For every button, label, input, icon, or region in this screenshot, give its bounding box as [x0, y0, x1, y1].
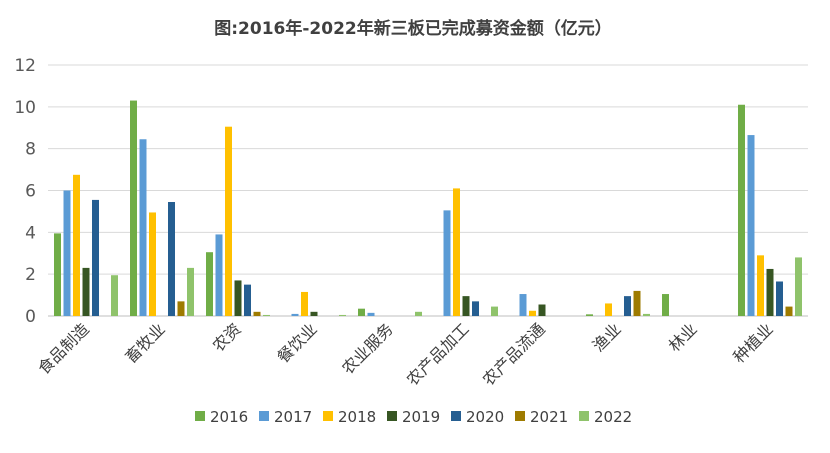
bar-2022-5: [491, 306, 498, 316]
bar-2016-7: [586, 314, 593, 316]
bar-2021-7: [633, 290, 641, 316]
bar-2019-9: [766, 268, 774, 316]
legend-swatch-2016: [195, 411, 205, 421]
bar-2017-4: [367, 312, 375, 316]
bar-2016-4: [358, 308, 365, 316]
y-tick-label: 0: [25, 307, 36, 327]
bar-2018-0: [73, 174, 80, 316]
bar-2016-9: [738, 104, 745, 317]
x-tick-label: 种植业: [729, 319, 776, 366]
x-tick-label: 畜牧业: [121, 319, 168, 366]
bar-2019-3: [310, 311, 318, 316]
bar-2020-2: [244, 284, 251, 317]
y-tick-label: 12: [14, 56, 36, 76]
bar-2018-2: [225, 126, 232, 316]
y-tick-label: 4: [25, 223, 36, 243]
legend-swatch-2022: [579, 411, 589, 421]
bar-2020-7: [624, 296, 631, 316]
bar-2020-1: [168, 202, 175, 316]
bar-2020-0: [92, 199, 99, 316]
bar-2022-9: [795, 257, 802, 316]
legend-label-2019: 2019: [402, 408, 440, 426]
bar-2019-5: [462, 296, 470, 316]
legend-swatch-2019: [387, 411, 397, 421]
y-tick-label: 2: [25, 265, 36, 285]
x-tick-label: 餐饮业: [273, 319, 320, 366]
legend-swatch-2021: [515, 411, 525, 421]
bar-2022-2: [263, 314, 270, 316]
bar-2017-3: [291, 313, 299, 316]
bar-2017-9: [747, 135, 755, 316]
legend-swatch-2018: [323, 411, 333, 421]
legend-label-2017: 2017: [274, 408, 312, 426]
bar-2021-1: [177, 301, 185, 316]
legend-label-2020: 2020: [466, 408, 504, 426]
bar-2022-1: [187, 267, 194, 316]
x-tick-label: 农业服务: [338, 319, 397, 378]
bar-2017-2: [215, 234, 223, 316]
bar-2016-1: [130, 100, 137, 316]
bar-2020-9: [776, 281, 783, 316]
bar-2022-0: [111, 275, 118, 316]
bar-2022-7: [643, 313, 650, 316]
bar-2017-0: [63, 190, 71, 316]
bar-2016-0: [54, 233, 61, 316]
legend-label-2018: 2018: [338, 408, 376, 426]
x-tick-label: 林业: [665, 319, 701, 355]
chart-title: 图:2016年-2022年新三板已完成募资金额（亿元）: [214, 18, 611, 39]
x-tick-label: 食品制造: [34, 319, 93, 378]
y-tick-label: 6: [25, 182, 36, 202]
x-tick-label: 渔业: [589, 319, 625, 355]
bar-2019-6: [538, 304, 546, 316]
bar-2017-6: [519, 294, 527, 316]
bar-2019-0: [82, 267, 90, 316]
bar-2018-6: [529, 310, 536, 316]
bar-2018-9: [757, 255, 764, 316]
bar-2017-1: [139, 139, 147, 316]
bar-2016-8: [662, 294, 669, 316]
x-tick-label: 农产品流通: [479, 319, 549, 389]
bar-2021-9: [785, 306, 793, 316]
legend-swatch-2017: [259, 411, 269, 421]
y-tick-label: 8: [25, 140, 36, 160]
x-tick-label: 农资: [209, 319, 245, 355]
legend-swatch-2020: [451, 411, 461, 421]
bar-2018-7: [605, 303, 612, 316]
y-tick-label: 10: [14, 98, 36, 118]
bar-2021-2: [253, 311, 261, 316]
bar-2018-3: [301, 291, 308, 316]
bar-2018-5: [453, 188, 460, 316]
legend-label-2016: 2016: [210, 408, 248, 426]
bar-2017-5: [443, 210, 451, 316]
bar-2018-1: [149, 212, 156, 316]
bar-2019-2: [234, 280, 242, 316]
bar-2022-4: [415, 311, 422, 316]
legend-label-2022: 2022: [594, 408, 632, 426]
bar-2020-5: [472, 301, 479, 316]
legend-label-2021: 2021: [530, 408, 568, 426]
bar-2016-2: [206, 252, 213, 316]
bar-2022-3: [339, 314, 346, 316]
x-tick-label: 农产品加工: [403, 319, 473, 389]
